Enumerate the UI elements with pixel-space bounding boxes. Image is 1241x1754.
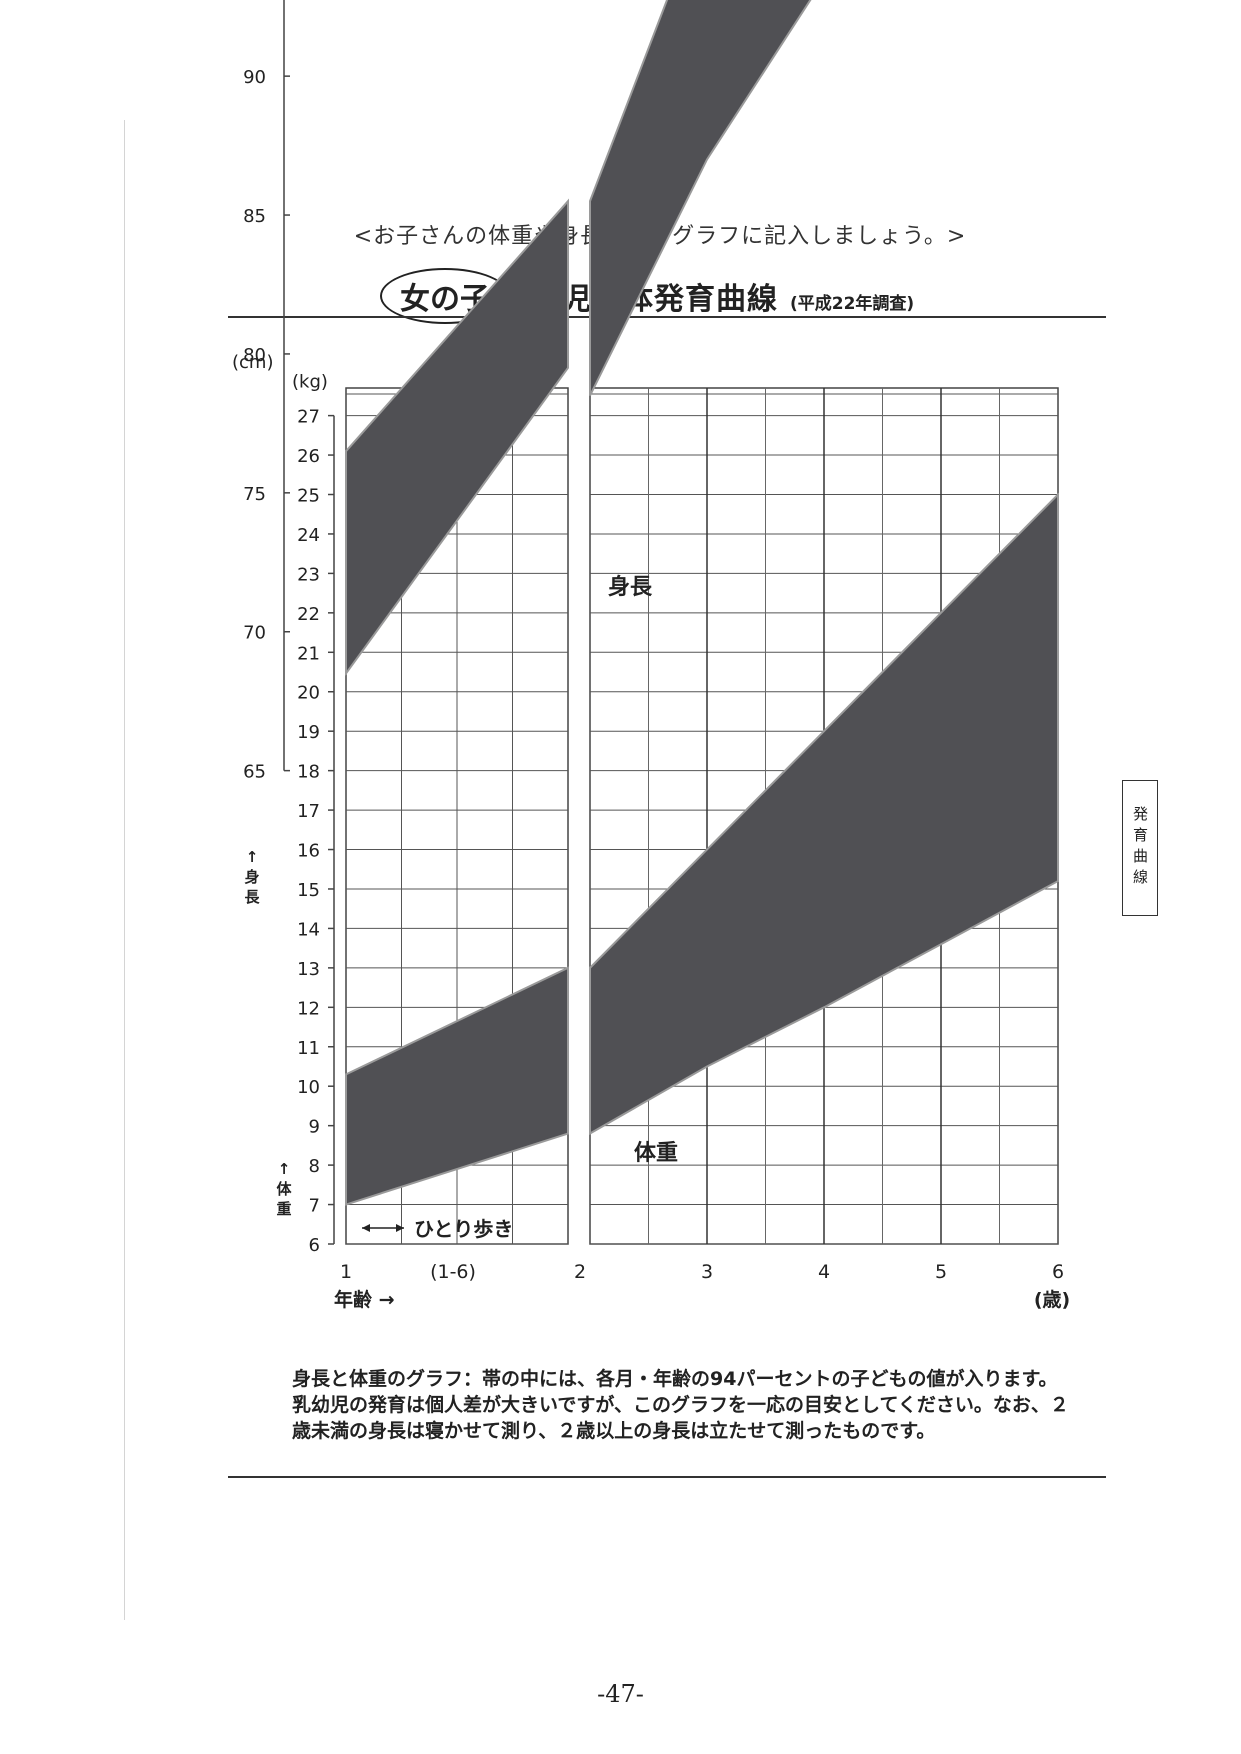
weight-tick-label: 15 (297, 880, 320, 901)
weight-tick-label: 8 (309, 1156, 320, 1177)
page-margin-line (124, 120, 125, 1620)
band-height-1 (345, 198, 569, 677)
weight-tick-label: 22 (297, 604, 320, 625)
weight-tick-label: 14 (297, 919, 320, 940)
height-unit-label: (cm) (232, 352, 273, 373)
x-axis-unit: (歳) (1034, 1289, 1070, 1311)
x-tick-label: 3 (701, 1261, 713, 1283)
weight-axis-label: ↑体重 (276, 1160, 292, 1218)
growth-chart: 身長体重ひとり歩き1251201151101051009590858075706… (232, 0, 1070, 1311)
series-label-weight: 体重 (634, 1141, 678, 1166)
x-tick-label: (1-6) (430, 1261, 476, 1283)
band-height-2 (589, 0, 812, 397)
annotation-arrow-head-right (396, 1224, 404, 1232)
annotation-arrow-head-left (362, 1224, 370, 1232)
survey-label: (平成22年調査) (790, 293, 915, 314)
series-label-height: 身長 (608, 574, 653, 600)
height-axis-label: ↑身長 (244, 848, 260, 906)
page-number: -47- (597, 1680, 644, 1708)
weight-tick-label: 18 (297, 762, 320, 783)
x-axis-label: 年齢 → (334, 1288, 395, 1311)
weight-tick-label: 24 (297, 525, 320, 546)
chart-note: 身長と体重のグラフ：帯の中には、各月・年齢の94パーセントの子どもの値が入ります… (292, 1368, 1069, 1442)
weight-tick-label: 27 (297, 407, 320, 428)
weight-unit-label: (kg) (292, 372, 328, 393)
weight-tick-label: 17 (297, 801, 320, 822)
weight-tick-label: 6 (309, 1235, 320, 1256)
title-row: 女の子 幼児身体発育曲線 (平成22年調査) (380, 268, 914, 324)
x-tick-label: 6 (1052, 1261, 1064, 1283)
weight-tick-label: 16 (297, 841, 320, 862)
weight-tick-label: 21 (297, 643, 320, 664)
band-weight-1 (345, 966, 569, 1206)
x-tick-label: 2 (574, 1261, 586, 1283)
x-tick-label: 4 (818, 1261, 830, 1283)
weight-tick-label: 19 (297, 722, 320, 743)
height-tick-label: 75 (243, 484, 266, 505)
weight-tick-label: 20 (297, 683, 320, 704)
height-tick-label: 80 (243, 345, 266, 366)
bottom-rule (228, 1476, 1106, 1478)
weight-tick-label: 13 (297, 959, 320, 980)
band-weight-2 (589, 492, 1059, 1136)
height-tick-label: 65 (243, 762, 266, 783)
height-tick-label: 85 (243, 206, 266, 227)
weight-tick-label: 7 (309, 1196, 320, 1217)
weight-tick-label: 10 (297, 1077, 320, 1098)
weight-tick-label: 11 (297, 1038, 320, 1059)
weight-tick-label: 26 (297, 446, 320, 467)
x-tick-label: 5 (935, 1261, 947, 1283)
page-title: 幼児身体発育曲線 (530, 282, 778, 317)
height-tick-label: 70 (243, 623, 266, 644)
weight-tick-label: 9 (309, 1117, 320, 1138)
weight-tick-label: 12 (297, 998, 320, 1019)
annotation-walking: ひとり歩き (414, 1217, 513, 1241)
girl-badge: 女の子 (380, 268, 510, 324)
weight-tick-label: 25 (297, 486, 320, 507)
height-tick-label: 90 (243, 67, 266, 88)
side-tab[interactable]: 発育曲線 (1122, 780, 1158, 916)
weight-tick-label: 23 (297, 564, 320, 585)
top-rule (228, 316, 1106, 318)
x-tick-label: 1 (340, 1261, 352, 1283)
